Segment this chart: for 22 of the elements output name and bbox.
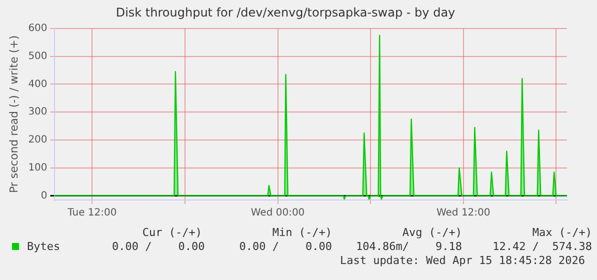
text: 12.42 / 574.38 xyxy=(492,240,592,253)
text: 104.86m/ 9.18 xyxy=(355,240,462,253)
y-tick-label: 600 xyxy=(28,22,48,34)
x-tick-label: Wed 12:00 xyxy=(436,208,490,219)
y-tick-label: 100 xyxy=(28,162,48,174)
x-tick-label: Wed 00:00 xyxy=(250,208,305,219)
text: Avg (-/+) xyxy=(401,226,462,239)
y-tick-label: 200 xyxy=(28,134,48,146)
y-tick-label: 300 xyxy=(28,106,48,118)
legend-label: Bytes xyxy=(27,240,60,253)
x-tick-label: Tue 12:00 xyxy=(66,208,117,219)
text: 0.00 / 0.00 xyxy=(239,240,332,253)
text: Min (-/+) xyxy=(271,226,332,239)
y-tick-label: 0 xyxy=(40,190,48,202)
y-tick-label: 500 xyxy=(28,50,48,62)
text: Max (-/+) xyxy=(531,226,592,239)
y-tick-label: 400 xyxy=(28,78,48,90)
chart-title: Disk throughput for /dev/xenvg/torpsapka-swap - by day xyxy=(116,5,456,20)
text: 0.00 / 0.00 xyxy=(112,240,205,253)
y-axis-title: Pr second read (-) / write (+) xyxy=(7,35,20,194)
text: Last update: Wed Apr 15 18:45:28 2026 xyxy=(338,254,586,267)
text: Cur (-/+) xyxy=(141,226,202,239)
